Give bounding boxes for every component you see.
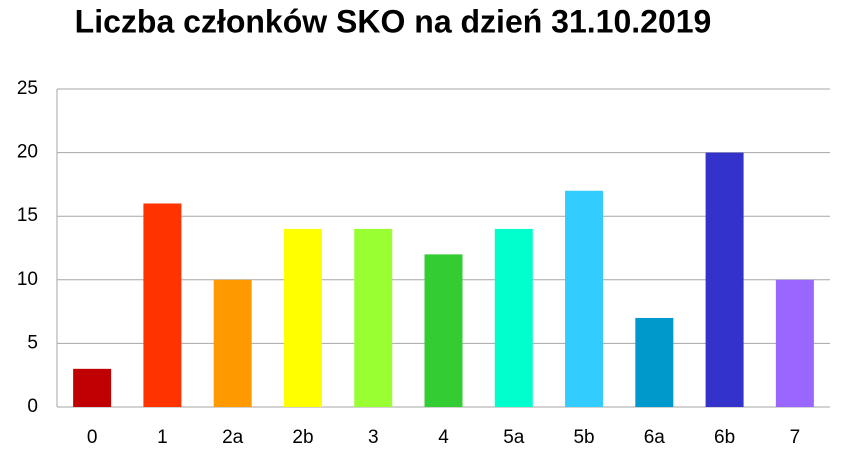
bar [143, 203, 182, 407]
x-tick-label: 2b [292, 427, 313, 448]
bar [213, 279, 252, 407]
bar [424, 254, 463, 407]
x-tick-label: 0 [87, 427, 98, 448]
bar [494, 228, 533, 407]
y-tick-label: 5 [27, 332, 38, 353]
x-tick-label: 5a [503, 427, 525, 448]
bar [73, 368, 112, 407]
bar [775, 279, 814, 407]
x-tick-label: 6b [714, 427, 735, 448]
y-tick-label: 0 [27, 396, 38, 417]
x-tick-label: 4 [438, 427, 449, 448]
chart-title: Liczba członków SKO na dzień 31.10.2019 [75, 3, 712, 39]
x-tick-label: 1 [157, 427, 168, 448]
x-tick-label: 5b [573, 427, 594, 448]
bar [635, 317, 674, 407]
x-tick-label: 2a [222, 427, 244, 448]
y-tick-label: 25 [17, 78, 38, 99]
bar [283, 228, 322, 407]
y-tick-label: 15 [17, 205, 38, 226]
x-tick-label: 6a [644, 427, 666, 448]
x-tick-label: 3 [368, 427, 379, 448]
bar [705, 152, 744, 407]
bar [354, 228, 393, 407]
bar [565, 190, 604, 407]
y-tick-label: 10 [17, 269, 38, 290]
x-tick-label: 7 [790, 427, 801, 448]
y-tick-label: 20 [17, 142, 38, 163]
